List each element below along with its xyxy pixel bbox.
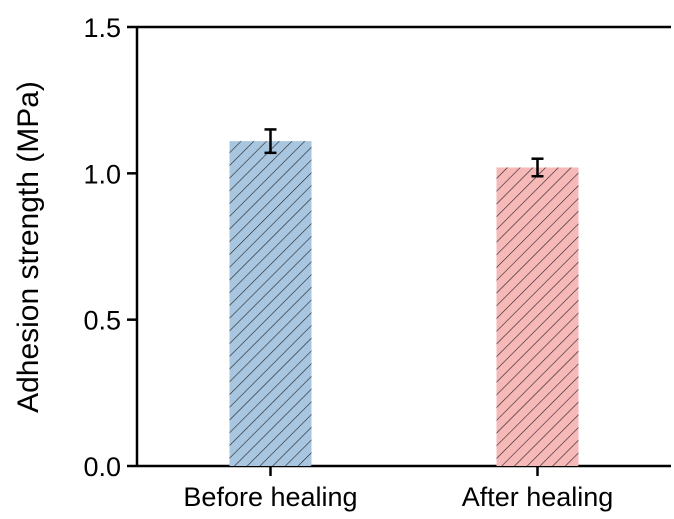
y-tick-label: 1.0 bbox=[83, 159, 121, 189]
y-tick-label: 0.5 bbox=[83, 306, 121, 336]
y-tick-label: 0.0 bbox=[83, 452, 121, 482]
x-tick-label: Before healing bbox=[183, 482, 357, 512]
bar-hatch bbox=[229, 141, 312, 466]
y-tick-label: 1.5 bbox=[83, 13, 121, 43]
bar-hatch bbox=[496, 167, 579, 467]
y-axis-title: Adhesion strength (MPa) bbox=[12, 81, 45, 413]
x-tick-label: After healing bbox=[462, 482, 614, 512]
plot-area: 0.0 0.5 1.0 1.5 Before healing After healing bbox=[83, 13, 671, 512]
